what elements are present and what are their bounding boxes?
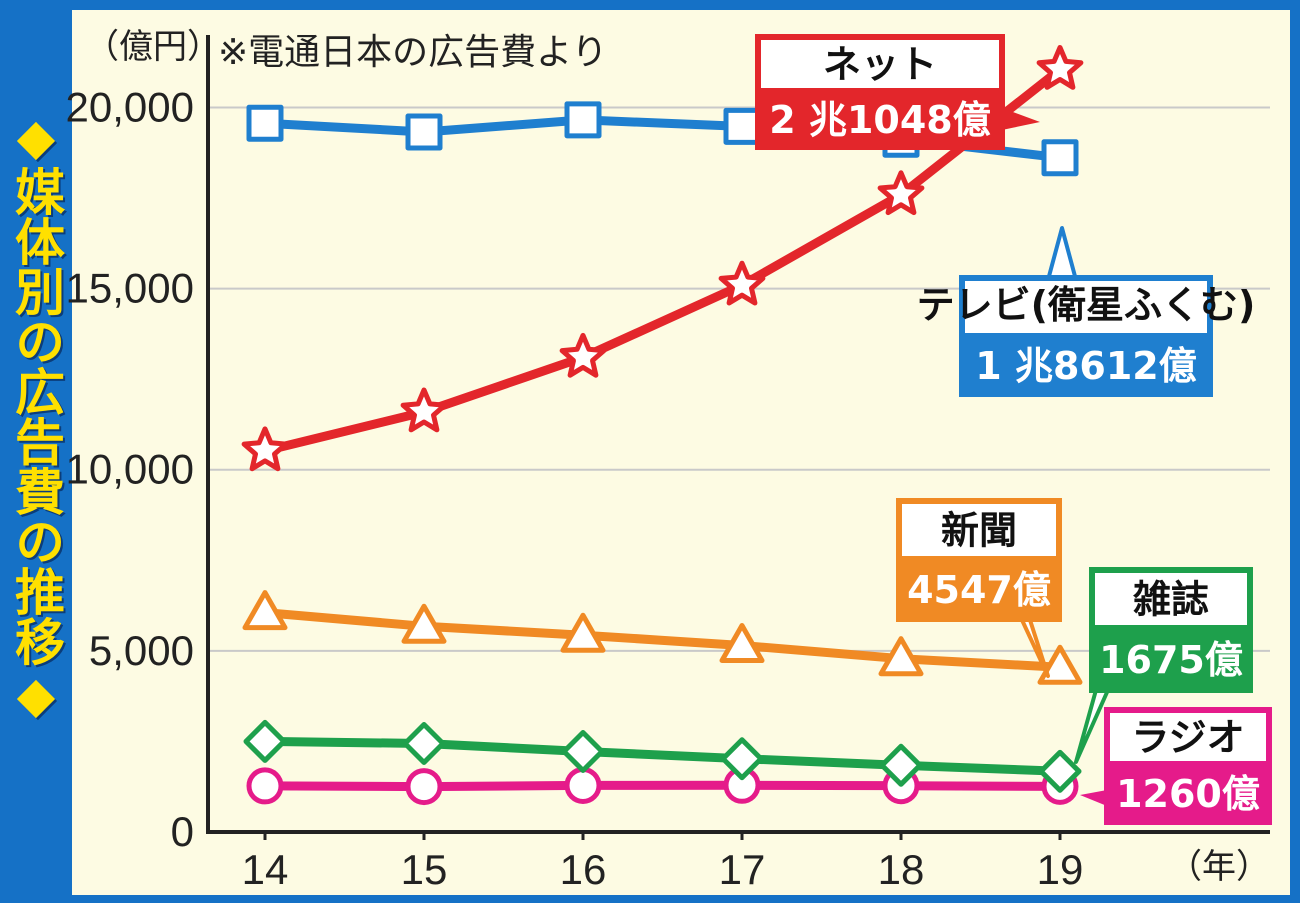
square-marker [246, 104, 284, 142]
series-value-label: 2 兆1048億 [769, 98, 990, 142]
y-tick-label: 10,000 [66, 446, 194, 493]
square-marker [405, 113, 443, 151]
diamond-marker [879, 743, 923, 787]
diamond-marker [402, 721, 446, 765]
star-marker [559, 332, 607, 378]
x-tick-label: 18 [878, 846, 925, 893]
x-tick-label: 14 [242, 846, 289, 893]
star-marker [718, 260, 766, 306]
triangle-marker [719, 623, 765, 664]
chart-title: ◆媒体別の広告費の推移◆ [7, 108, 65, 724]
series-value-label: 1 兆8612億 [975, 344, 1196, 388]
triangle-marker [1037, 644, 1083, 685]
diamond-marker [1038, 749, 1082, 793]
axes [206, 35, 1270, 840]
callout-pointer [1080, 790, 1107, 806]
series-line [264, 780, 1061, 792]
square-marker [723, 107, 761, 145]
series-value-label: 1675億 [1099, 638, 1243, 682]
callout-name-box [1104, 707, 1272, 767]
star-marker [241, 426, 289, 472]
diamond-marker [561, 729, 605, 773]
y-tick-label: 20,000 [66, 83, 194, 130]
x-tick-label: 17 [719, 846, 766, 893]
star-marker [1036, 45, 1084, 90]
y-tick-label: 5,000 [89, 627, 194, 674]
y-unit-label: （億円） [85, 27, 221, 67]
callout-name-box [755, 34, 1005, 94]
square-marker [564, 101, 602, 139]
callout-triangle: 新聞 4547億 [896, 498, 1062, 678]
callout-value-box [959, 333, 1213, 397]
series-line [264, 736, 1061, 776]
diamond-marker [243, 719, 287, 763]
series-value-label: 1260億 [1116, 772, 1260, 816]
callout-value-box [755, 88, 1005, 150]
x-tick-label: 16 [560, 846, 607, 893]
y-tick-label: 0 [171, 808, 194, 855]
series-line [264, 608, 1061, 672]
callout-circle: ラジオ 1260億 [1080, 707, 1272, 825]
series-name-label: 雑誌 [1132, 578, 1209, 622]
series-name-label: テレビ(衛星ふくむ) [917, 283, 1256, 327]
source-note: ※電通日本の広告費より [218, 32, 607, 73]
square-marker [1041, 139, 1079, 177]
callout-leader [1046, 226, 1078, 282]
x-unit-label: （年） [1168, 847, 1270, 887]
callout-leader [1074, 688, 1110, 764]
series-line [263, 65, 1063, 456]
callout-pointer [1002, 108, 1040, 130]
series-name-label: ラジオ [1131, 716, 1244, 760]
x-tick-label: 15 [401, 846, 448, 893]
y-tick-label: 15,000 [66, 265, 194, 312]
star-marker [877, 170, 925, 216]
series-lines [263, 65, 1063, 792]
circle-marker [246, 767, 284, 805]
diamond-marker [720, 737, 764, 781]
triangle-marker [560, 612, 606, 653]
series-name-label: ネット [823, 43, 937, 87]
callout-diamond: 雑誌 1675億 [1074, 567, 1253, 764]
circle-marker [564, 766, 602, 804]
callout-square: テレビ(衛星ふくむ) 1 兆8612億 [917, 226, 1256, 397]
series-name-label: 新聞 [941, 509, 1017, 553]
triangle-marker [878, 636, 924, 677]
callout-value-box [1089, 625, 1253, 693]
triangle-marker [242, 590, 288, 631]
callout-value-box [896, 556, 1062, 622]
x-tick-label: 19 [1037, 846, 1084, 893]
series-value-label: 4547億 [907, 568, 1051, 612]
y-tick-labels: 0 5,000 10,000 15,000 20,000 [66, 83, 194, 855]
x-tick-labels: 14 15 16 17 18 19 [242, 846, 1084, 893]
circle-marker [405, 768, 443, 806]
callout-star: ネット 2 兆1048億 [755, 34, 1040, 150]
triangle-marker [401, 603, 447, 644]
star-marker [400, 387, 448, 433]
